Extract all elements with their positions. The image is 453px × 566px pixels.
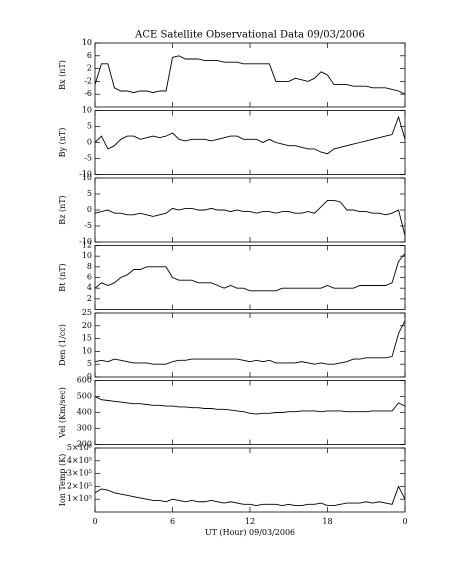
y-tick-label: 0 <box>87 372 92 381</box>
y-tick-label: 0 <box>87 205 92 214</box>
x-tick-label: 6 <box>170 517 175 526</box>
y-tick-label: 400 <box>77 408 92 417</box>
y-axis-label: Vel (Km/sec) <box>58 387 67 439</box>
y-tick-label: 12 <box>82 241 92 250</box>
y-axis-label: Bt (nT) <box>58 263 67 291</box>
y-tick-label: 5 <box>87 122 92 131</box>
panel-frame <box>94 447 406 513</box>
y-tick-label: 4 <box>87 283 92 292</box>
y-tick-label: 4×10⁵ <box>67 456 92 465</box>
y-axis-label: Ion Temp (K) <box>58 454 67 507</box>
data-line <box>94 396 406 415</box>
y-tick-label: 200 <box>77 440 92 449</box>
y-tick-label: 1×10⁵ <box>67 494 92 503</box>
y-tick-label: 20 <box>82 321 92 330</box>
panel-frame <box>94 42 406 108</box>
data-line <box>94 199 406 236</box>
y-tick-label: 2 <box>87 294 92 303</box>
y-tick-label: -2 <box>84 76 92 85</box>
y-tick-label: 0 <box>87 138 92 147</box>
data-line <box>94 320 406 365</box>
y-tick-label: 600 <box>77 376 92 385</box>
data-line <box>94 115 406 155</box>
y-tick-label: 5 <box>87 359 92 368</box>
y-tick-label: 2 <box>87 64 92 73</box>
y-tick-label: 25 <box>82 308 92 317</box>
y-tick-label: 8 <box>87 262 92 271</box>
x-tick-label: 18 <box>322 517 332 526</box>
y-tick-label: 10 <box>82 106 92 115</box>
y-tick-label: 5 <box>87 189 92 198</box>
y-axis-label: Bx (nT) <box>58 60 67 90</box>
y-tick-label: -10 <box>79 237 92 246</box>
x-tick-label: 0 <box>402 517 407 526</box>
y-tick-label: 500 <box>77 392 92 401</box>
y-tick-label: 10 <box>82 251 92 260</box>
y-tick-label: 10 <box>82 38 92 47</box>
y-tick-label: 2×10⁵ <box>67 481 92 490</box>
panel-frame <box>94 312 406 378</box>
panel-frame <box>94 380 406 445</box>
chart-title: ACE Satellite Observational Data 09/03/2… <box>134 30 365 41</box>
y-tick-label: -10 <box>79 170 92 179</box>
x-tick-label: 12 <box>245 517 255 526</box>
data-line <box>94 253 406 292</box>
x-axis-label: UT (Hour) 09/03/2006 <box>205 528 295 537</box>
data-line <box>94 485 406 507</box>
y-tick-label: -6 <box>84 89 92 98</box>
y-tick-label: -5 <box>84 221 92 230</box>
y-axis-label: Bz (nT) <box>58 195 67 224</box>
y-tick-label: 3×10⁵ <box>67 469 92 478</box>
y-tick-label: 10 <box>82 346 92 355</box>
data-line <box>94 55 406 95</box>
y-axis-label: Den (1/cc) <box>58 324 67 366</box>
y-tick-label: 6 <box>87 51 92 60</box>
panel-frame <box>94 177 406 243</box>
panel-frame <box>94 245 406 310</box>
y-axis-label: By (nT) <box>58 128 67 158</box>
y-tick-label: 15 <box>82 334 92 343</box>
y-tick-label: 300 <box>77 424 92 433</box>
y-tick-label: 6 <box>87 273 92 282</box>
x-tick-label: 0 <box>92 517 97 526</box>
y-tick-label: 10 <box>82 173 92 182</box>
y-tick-label: -5 <box>84 154 92 163</box>
y-tick-label: 5×10⁵ <box>67 443 92 452</box>
